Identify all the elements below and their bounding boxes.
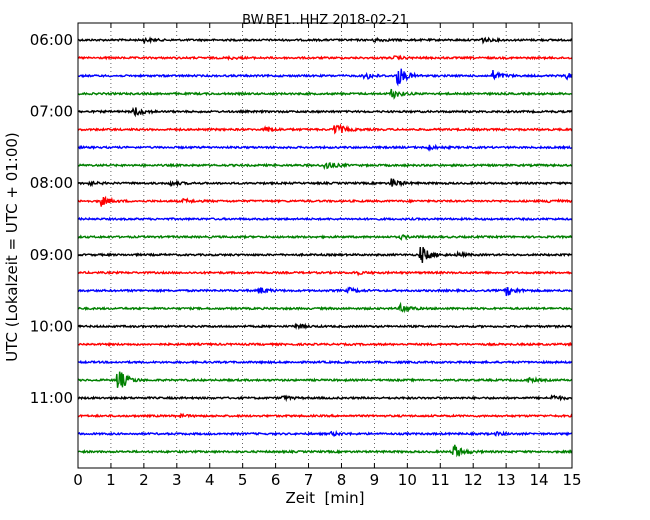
trace-0800 (77, 178, 573, 188)
trace-0900 (77, 246, 573, 263)
y-tick-label: 06:00 (30, 31, 73, 49)
trace-0915 (77, 269, 573, 277)
chart-title: BW.BE1..HHZ 2018-02-21 (242, 13, 408, 28)
y-tick-label: 09:00 (30, 246, 73, 264)
trace-0730 (77, 143, 573, 152)
trace-0945 (77, 301, 573, 314)
x-tick-label: 8 (337, 471, 347, 489)
trace-1000 (77, 322, 573, 331)
x-tick-label: 7 (304, 471, 314, 489)
x-tick-label: 1 (106, 471, 116, 489)
y-axis-label: UTC (Lokalzeit = UTC + 01:00) (3, 132, 21, 362)
x-axis-ticks: 0 1 2 3 4 5 6 7 8 9 10 11 12 13 14 15 (73, 23, 582, 489)
x-tick-label: 12 (464, 471, 483, 489)
trace-0630 (77, 68, 573, 87)
trace-0815 (77, 195, 573, 207)
x-tick-label: 14 (530, 471, 549, 489)
x-tick-label: 2 (139, 471, 149, 489)
x-axis-label: Zeit [min] (285, 489, 364, 507)
y-tick-label: 08:00 (30, 174, 73, 192)
trace-0700 (77, 106, 573, 118)
trace-1030 (77, 359, 573, 365)
x-tick-label: 0 (73, 471, 83, 489)
trace-0845 (77, 234, 573, 241)
trace-1100 (77, 394, 573, 403)
trace-1145 (77, 444, 573, 458)
trace-1130 (77, 429, 573, 438)
trace-1015 (77, 341, 573, 348)
y-axis-ticks: 06:00 07:00 08:00 09:00 10:00 11:00 (30, 31, 572, 407)
trace-0830 (77, 216, 573, 222)
y-tick-label: 10:00 (30, 317, 73, 335)
trace-0645 (77, 88, 573, 100)
x-tick-label: 13 (497, 471, 516, 489)
y-tick-label: 07:00 (30, 103, 73, 121)
trace-0615 (77, 54, 573, 61)
x-tick-label: 9 (370, 471, 380, 489)
x-tick-label: 11 (431, 471, 450, 489)
trace-1045 (77, 371, 573, 388)
trace-0715 (77, 123, 573, 135)
x-tick-label: 6 (271, 471, 281, 489)
x-tick-label: 15 (562, 471, 581, 489)
y-tick-label: 11:00 (30, 389, 73, 407)
x-tick-label: 4 (205, 471, 215, 489)
plot-frame (77, 22, 573, 469)
x-tick-label: 5 (238, 471, 248, 489)
trace-0930 (77, 286, 573, 297)
trace-0600 (77, 36, 573, 45)
trace-1115 (77, 412, 573, 419)
x-tick-label: 10 (398, 471, 417, 489)
x-tick-label: 3 (172, 471, 182, 489)
x-grid (110, 23, 540, 468)
trace-0745 (77, 162, 573, 171)
traces (77, 36, 573, 458)
